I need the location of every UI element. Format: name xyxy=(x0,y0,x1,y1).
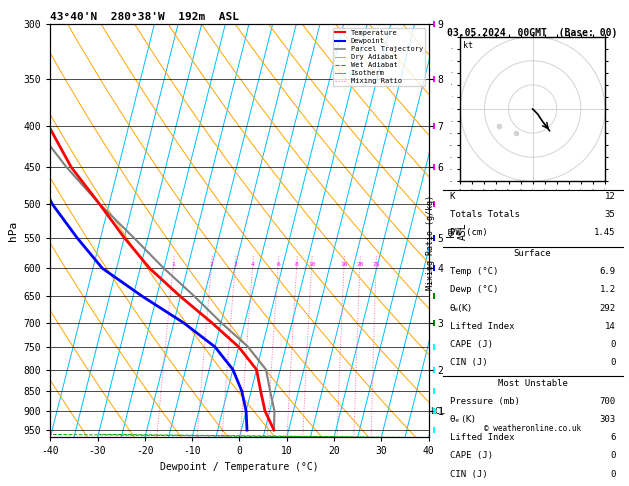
Text: 1.45: 1.45 xyxy=(594,228,616,237)
Y-axis label: km
ASL: km ASL xyxy=(447,222,468,240)
Text: Most Unstable: Most Unstable xyxy=(498,379,567,388)
Text: PW (cm): PW (cm) xyxy=(450,228,487,237)
Text: Pressure (mb): Pressure (mb) xyxy=(450,397,520,406)
Text: 0: 0 xyxy=(610,358,616,367)
Text: 4: 4 xyxy=(251,261,255,266)
Text: Temp (°C): Temp (°C) xyxy=(450,267,498,276)
X-axis label: Dewpoint / Temperature (°C): Dewpoint / Temperature (°C) xyxy=(160,462,319,472)
Text: Dewp (°C): Dewp (°C) xyxy=(450,285,498,295)
Text: 3: 3 xyxy=(233,261,237,266)
Text: CAPE (J): CAPE (J) xyxy=(450,340,493,349)
Text: 14: 14 xyxy=(604,322,616,331)
Text: 292: 292 xyxy=(599,304,616,312)
Text: Surface: Surface xyxy=(514,249,552,258)
Text: LCL: LCL xyxy=(430,406,445,416)
Text: 2: 2 xyxy=(209,261,213,266)
Text: θₑ (K): θₑ (K) xyxy=(450,415,475,424)
Text: 0: 0 xyxy=(610,469,616,479)
Text: 6: 6 xyxy=(610,434,616,442)
Legend: Temperature, Dewpoint, Parcel Trajectory, Dry Adiabat, Wet Adiabat, Isotherm, Mi: Temperature, Dewpoint, Parcel Trajectory… xyxy=(333,28,425,87)
Text: 35: 35 xyxy=(604,210,616,219)
Text: 0: 0 xyxy=(610,451,616,460)
Text: Totals Totals: Totals Totals xyxy=(450,210,520,219)
Text: 12: 12 xyxy=(604,192,616,201)
Text: Mixing Ratio (g/kg): Mixing Ratio (g/kg) xyxy=(426,195,435,291)
Text: 8: 8 xyxy=(295,261,299,266)
Text: 03.05.2024  00GMT  (Base: 00): 03.05.2024 00GMT (Base: 00) xyxy=(447,29,618,38)
Text: 1: 1 xyxy=(171,261,175,266)
Text: 16: 16 xyxy=(340,261,348,266)
Text: 10: 10 xyxy=(308,261,315,266)
Text: CIN (J): CIN (J) xyxy=(450,469,487,479)
Text: K: K xyxy=(450,192,455,201)
Text: Lifted Index: Lifted Index xyxy=(450,434,515,442)
Y-axis label: hPa: hPa xyxy=(8,221,18,241)
Text: © weatheronline.co.uk: © weatheronline.co.uk xyxy=(484,424,581,434)
Text: 0: 0 xyxy=(610,340,616,349)
Text: 6: 6 xyxy=(276,261,280,266)
Text: θₑ(K): θₑ(K) xyxy=(450,304,472,312)
Text: 1.2: 1.2 xyxy=(599,285,616,295)
Text: 6.9: 6.9 xyxy=(599,267,616,276)
Text: 303: 303 xyxy=(599,415,616,424)
Text: 700: 700 xyxy=(599,397,616,406)
Text: Lifted Index: Lifted Index xyxy=(450,322,515,331)
Text: 43°40'N  280°38'W  192m  ASL: 43°40'N 280°38'W 192m ASL xyxy=(50,12,239,22)
Text: 25: 25 xyxy=(372,261,380,266)
Text: 20: 20 xyxy=(356,261,364,266)
Text: CIN (J): CIN (J) xyxy=(450,358,487,367)
Text: CAPE (J): CAPE (J) xyxy=(450,451,493,460)
